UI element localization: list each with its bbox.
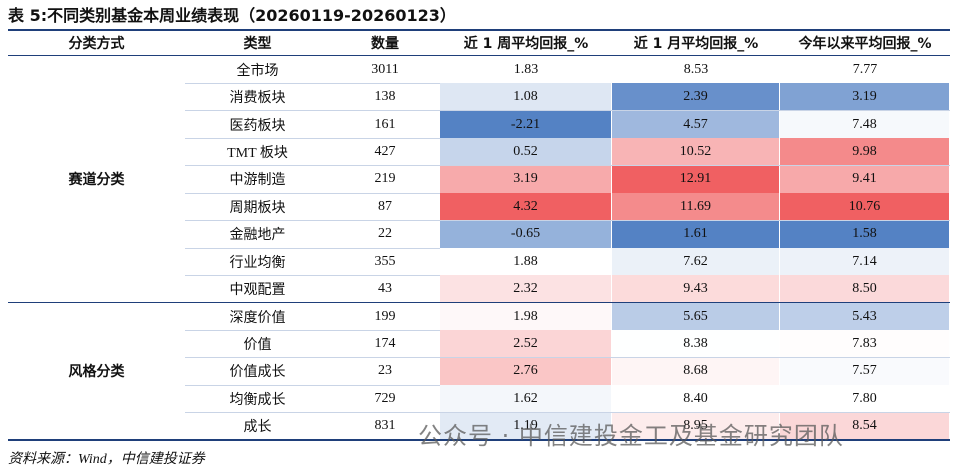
- group-label: 赛道分类: [68, 172, 125, 189]
- return-cell: 4.32: [440, 193, 612, 221]
- return-cell: 7.48: [780, 110, 950, 139]
- table-title: 表 5:不同类别基金本周业绩表现（20260119-20260123）: [8, 6, 456, 25]
- count-cell: 138: [374, 89, 396, 105]
- return-cell: 8.38: [612, 330, 780, 358]
- header-cell: 近 1 周平均回报_%: [463, 36, 589, 52]
- return-cell: 9.41: [780, 165, 950, 194]
- type-cell: TMT 板块: [227, 145, 288, 161]
- count-cell: 43: [378, 281, 392, 297]
- return-cell: 1.88: [440, 248, 612, 276]
- return-cell: 1.62: [440, 385, 612, 413]
- type-cell: 行业均衡: [229, 255, 286, 271]
- return-cell: 8.95: [612, 412, 780, 440]
- type-cell: 均衡成长: [229, 392, 286, 408]
- return-cell: 2.52: [440, 330, 612, 358]
- return-cell: 7.14: [780, 248, 950, 276]
- return-cell: -2.21: [440, 110, 612, 139]
- return-cell: 2.32: [440, 275, 612, 303]
- type-cell: 全市场: [236, 63, 279, 79]
- count-cell: 199: [374, 308, 396, 324]
- header-cell: 近 1 月平均回报_%: [633, 36, 759, 52]
- return-cell: 7.62: [612, 248, 780, 276]
- return-cell: 1.61: [612, 220, 780, 248]
- type-cell: 医药板块: [229, 118, 286, 134]
- return-cell: 8.40: [612, 385, 780, 413]
- count-cell: 831: [374, 418, 396, 434]
- return-cell: 1.08: [440, 83, 612, 111]
- return-cell: 2.39: [612, 83, 780, 111]
- return-cell: 12.91: [612, 165, 780, 194]
- header-cell: 类型: [243, 36, 272, 52]
- rule: [8, 55, 950, 57]
- count-cell: 729: [374, 390, 396, 406]
- return-cell: 1.98: [440, 302, 612, 331]
- count-cell: 427: [374, 143, 396, 159]
- type-cell: 价值: [243, 337, 272, 353]
- count-cell: 219: [374, 171, 396, 187]
- count-cell: 355: [374, 253, 396, 269]
- return-cell: 4.57: [612, 110, 780, 139]
- type-cell: 价值成长: [229, 365, 286, 381]
- type-cell: 中观配置: [229, 283, 286, 299]
- return-cell: 11.69: [612, 193, 780, 221]
- type-cell: 深度价值: [229, 310, 286, 326]
- return-cell: 3.19: [440, 165, 612, 194]
- source-note: 资料来源：Wind，中信建投证券: [8, 452, 205, 467]
- return-cell: 9.98: [780, 138, 950, 166]
- return-cell: 7.77: [852, 61, 878, 77]
- return-cell: 3.19: [780, 83, 950, 111]
- header-cell: 今年以来平均回报_%: [798, 36, 932, 52]
- return-cell: 7.83: [780, 330, 950, 358]
- return-cell: 9.43: [612, 275, 780, 303]
- header-cell: 分类方式: [68, 36, 125, 52]
- return-cell: 8.50: [780, 275, 950, 303]
- return-cell: 1.83: [513, 61, 539, 77]
- type-cell: 中游制造: [229, 173, 286, 189]
- type-cell: 消费板块: [229, 91, 286, 107]
- count-cell: 161: [374, 116, 396, 132]
- count-cell: 22: [378, 226, 392, 242]
- watermark: 公众号 · 中信建投金工及基金研究团队: [418, 422, 844, 450]
- count-cell: 23: [378, 363, 392, 379]
- type-cell: 周期板块: [229, 200, 286, 216]
- return-cell: 10.52: [612, 138, 780, 166]
- count-cell: 3011: [371, 61, 399, 77]
- return-cell: 1.58: [780, 220, 950, 248]
- group-label: 风格分类: [68, 364, 125, 381]
- return-cell: 8.68: [612, 357, 780, 386]
- return-cell: 8.54: [780, 412, 950, 440]
- return-cell: -0.65: [440, 220, 612, 248]
- return-cell: 5.65: [612, 302, 780, 331]
- return-cell: 0.52: [440, 138, 612, 166]
- return-cell: 7.80: [780, 385, 950, 413]
- header-cell: 数量: [371, 36, 399, 52]
- rule: [8, 439, 950, 441]
- count-cell: 174: [374, 335, 396, 351]
- type-cell: 成长: [243, 420, 272, 436]
- count-cell: 87: [378, 198, 392, 214]
- rule: [8, 302, 950, 304]
- return-cell: 1.19: [440, 412, 612, 440]
- return-cell: 7.57: [780, 357, 950, 386]
- return-cell: 8.53: [683, 61, 709, 77]
- return-cell: 2.76: [440, 357, 612, 386]
- rule: [8, 29, 950, 31]
- return-cell: 5.43: [780, 302, 950, 331]
- type-cell: 金融地产: [229, 228, 286, 244]
- return-cell: 10.76: [780, 193, 950, 221]
